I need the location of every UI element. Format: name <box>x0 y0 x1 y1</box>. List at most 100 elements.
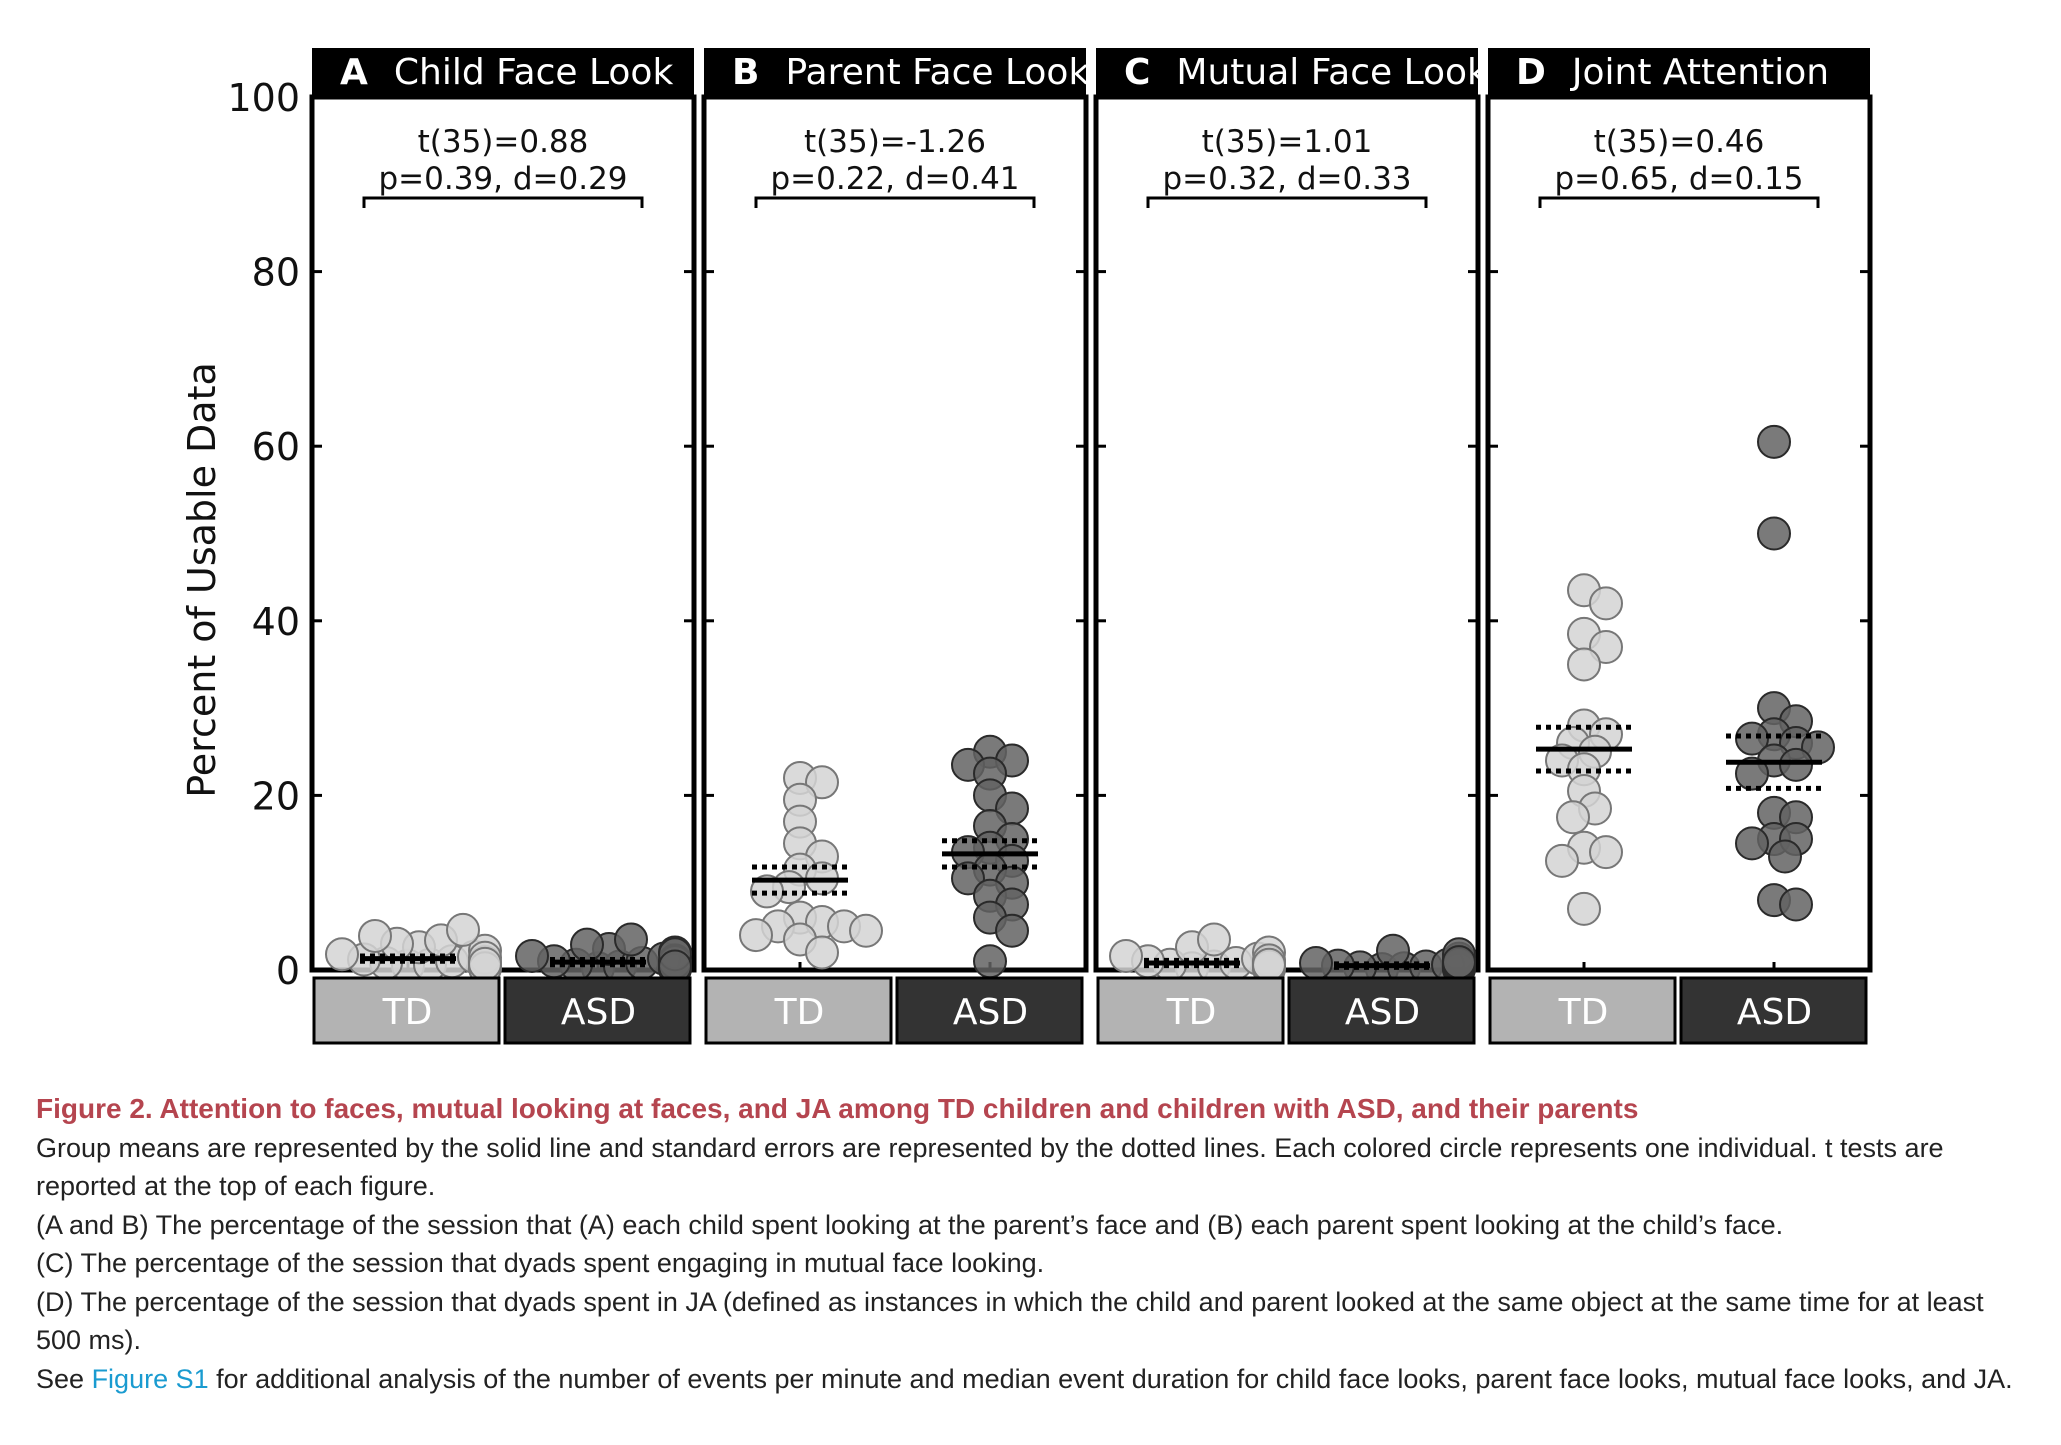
td-point <box>468 946 502 981</box>
y-axis: 0 20 40 60 80 100 <box>227 76 300 993</box>
stat-p-d: p=0.22, d=0.41 <box>770 161 1019 197</box>
panel-title: C Mutual Face Look <box>1124 52 1488 93</box>
asd-label-box <box>503 976 692 1045</box>
asd-label: ASD <box>1737 992 1812 1033</box>
y-tick-label: 0 <box>276 949 300 993</box>
asd-point <box>1442 945 1476 980</box>
caption-line-5: See Figure S1 for additional analysis of… <box>36 1360 2026 1399</box>
panel-header <box>1096 48 1478 96</box>
panel-letter: A <box>340 52 368 93</box>
comparison-bracket <box>362 196 644 208</box>
asd-label: ASD <box>561 992 636 1033</box>
plot-frame <box>701 94 1089 973</box>
asd-point <box>515 939 549 974</box>
panel-header <box>704 48 1086 96</box>
comparison-bracket <box>1538 196 1820 208</box>
figure-chart: 0 20 40 60 80 100 Percent of Usable Data A Chi… <box>180 48 1873 1045</box>
td-point <box>1556 800 1590 835</box>
td-point <box>805 935 839 970</box>
asd-point <box>1768 839 1802 874</box>
caption-line-3: (C) The percentage of the session that d… <box>36 1248 1045 1278</box>
asd-point <box>973 944 1007 979</box>
panel-header <box>312 48 694 96</box>
asd-point <box>614 922 648 957</box>
y-axis-label: Percent of Usable Data <box>180 362 224 798</box>
td-label-box <box>1488 976 1677 1045</box>
stat-p-d: p=0.32, d=0.33 <box>1162 161 1411 197</box>
panel-header <box>1488 48 1870 96</box>
stat-t: t(35)=-1.26 <box>804 124 986 160</box>
stat-t: t(35)=0.46 <box>1594 124 1765 160</box>
stat-t: t(35)=1.01 <box>1202 124 1373 160</box>
figure-s1-link[interactable]: Figure S1 <box>91 1363 209 1394</box>
td-point <box>358 918 392 953</box>
td-point <box>1197 922 1231 957</box>
caption-title: Figure 2. Attention to faces, mutual loo… <box>36 1093 1639 1124</box>
td-label: TD <box>1166 992 1217 1033</box>
plot-frame <box>1093 94 1481 973</box>
asd-point <box>1735 756 1769 791</box>
td-point <box>1589 586 1623 621</box>
asd-label: ASD <box>953 992 1028 1033</box>
td-point <box>1589 835 1623 870</box>
stat-p-d: p=0.65, d=0.15 <box>1554 161 1803 197</box>
caption-see: See <box>36 1363 85 1394</box>
td-label: TD <box>774 992 825 1033</box>
y-tick-label: 80 <box>252 251 300 295</box>
td-point <box>446 912 480 947</box>
asd-label-box <box>1679 976 1868 1045</box>
asd-point <box>1757 516 1791 551</box>
panel-letter: D <box>1516 52 1546 93</box>
asd-label-box <box>895 976 1084 1045</box>
y-tick-label: 40 <box>252 600 300 644</box>
panel-title-text: Mutual Face Look <box>1176 52 1488 93</box>
panels: A Child Face Look t(35)=0.88p=0.39, d=0.29… <box>309 48 1873 1045</box>
asd-point <box>1757 424 1791 459</box>
asd-point <box>570 927 604 962</box>
caption-line-4: (D) The percentage of the session that d… <box>36 1286 1984 1356</box>
panel-title-text: Joint Attention <box>1570 52 1829 93</box>
stat-t: t(35)=0.88 <box>418 124 589 160</box>
td-point <box>739 918 773 953</box>
asd-point <box>1779 747 1813 782</box>
td-point <box>1567 891 1601 926</box>
asd-label: ASD <box>1345 992 1420 1033</box>
panel-title: B Parent Face Look <box>732 52 1089 93</box>
y-tick-label: 60 <box>252 425 300 469</box>
td-label: TD <box>382 992 433 1033</box>
panel-title: A Child Face Look <box>340 52 673 93</box>
panel-title-text: Parent Face Look <box>785 52 1089 93</box>
asd-label-box <box>1287 976 1476 1045</box>
panel-letter: C <box>1124 52 1150 93</box>
caption-line-5-rest: for additional analysis of the number of… <box>216 1363 2013 1394</box>
td-label-box <box>1096 976 1285 1045</box>
asd-point <box>1779 887 1813 922</box>
y-tick-label: 100 <box>227 76 300 120</box>
comparison-bracket <box>1146 196 1428 208</box>
stat-p-d: p=0.39, d=0.29 <box>378 161 627 197</box>
panel-a: A Child Face Look t(35)=0.88p=0.39, d=0.29… <box>309 48 697 1045</box>
caption-line-1: Group means are represented by the solid… <box>36 1132 1944 1202</box>
td-point <box>325 937 359 972</box>
panel-title: D Joint Attention <box>1516 52 1829 93</box>
panel-title-text: Child Face Look <box>394 52 674 93</box>
panel-letter: B <box>732 52 759 93</box>
y-tick-label: 20 <box>252 774 300 818</box>
figure-caption: Figure 2. Attention to faces, mutual loo… <box>36 1090 2026 1398</box>
panel-c: C Mutual Face Look t(35)=1.01p=0.32, d=0.3… <box>1093 48 1488 1045</box>
asd-point <box>1735 721 1769 756</box>
td-label-box <box>704 976 893 1045</box>
td-label: TD <box>1558 992 1609 1033</box>
td-point <box>849 913 883 948</box>
plot-frame <box>309 94 697 973</box>
td-point <box>1109 939 1143 974</box>
asd-point <box>1735 826 1769 861</box>
asd-point <box>1299 946 1333 981</box>
comparison-bracket <box>754 196 1036 208</box>
panel-d: D Joint Attention t(35)=0.46p=0.65, d=0.15… <box>1485 48 1873 1045</box>
panel-b: B Parent Face Look t(35)=-1.26p=0.22, d=0.… <box>701 48 1089 1045</box>
td-point <box>1252 947 1286 982</box>
td-label-box <box>312 976 501 1045</box>
td-point <box>1545 843 1579 878</box>
caption-line-2: (A and B) The percentage of the session … <box>36 1209 1784 1240</box>
